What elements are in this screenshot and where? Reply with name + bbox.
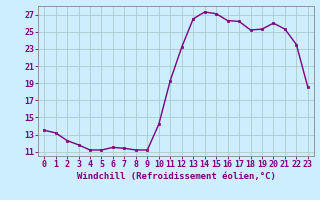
X-axis label: Windchill (Refroidissement éolien,°C): Windchill (Refroidissement éolien,°C) — [76, 172, 276, 181]
